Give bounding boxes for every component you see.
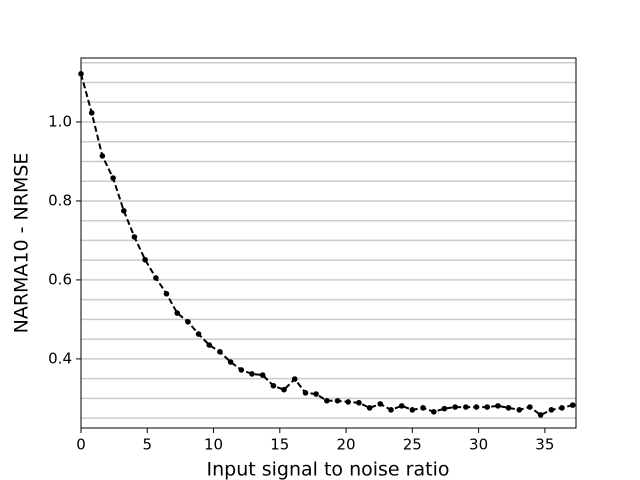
data-point — [195, 331, 202, 337]
data-point — [217, 348, 223, 355]
data-point — [324, 397, 330, 404]
data-point — [131, 234, 138, 240]
data-point — [206, 342, 213, 348]
plot-frame — [80, 57, 577, 429]
x-tick-label: 30 — [469, 436, 488, 454]
data-point — [559, 405, 565, 411]
data-line — [80, 73, 573, 417]
data-point — [441, 405, 448, 412]
data-point — [259, 372, 266, 378]
data-point — [281, 386, 287, 393]
data-point — [377, 401, 384, 407]
data-point — [356, 399, 362, 406]
data-point — [527, 404, 533, 410]
data-point — [548, 407, 555, 413]
y-tick-label: 0.4 — [48, 349, 72, 367]
x-tick-label: 35 — [535, 436, 554, 454]
data-point — [142, 256, 148, 263]
data-point — [484, 404, 491, 410]
x-tick-label: 5 — [142, 436, 152, 454]
data-point — [473, 404, 480, 410]
x-tick-label: 0 — [76, 436, 86, 454]
data-point — [569, 402, 576, 408]
data-point — [537, 412, 544, 418]
data-point — [153, 275, 159, 281]
data-point — [463, 404, 469, 410]
data-point — [409, 407, 416, 413]
data-point — [302, 390, 309, 396]
data-point — [291, 376, 298, 382]
data-point — [270, 382, 277, 389]
data-point — [516, 407, 523, 413]
x-tick-label: 25 — [403, 436, 422, 454]
data-point — [249, 371, 255, 377]
data-point — [313, 391, 319, 397]
y-axis-label: NARMA10 - NRMSE — [11, 153, 33, 334]
data-point — [163, 290, 170, 297]
data-point — [185, 318, 191, 325]
x-axis-label: Input signal to noise ratio — [207, 459, 450, 480]
data-point — [495, 403, 501, 409]
x-tick-label: 20 — [337, 436, 356, 454]
data-point — [398, 403, 405, 409]
y-tick-label: 0.6 — [48, 270, 72, 288]
y-tick-label: 1.0 — [48, 112, 72, 130]
data-point — [430, 409, 437, 415]
data-point — [238, 367, 245, 373]
data-point — [388, 407, 394, 413]
data-point — [110, 175, 116, 181]
data-point — [174, 310, 181, 316]
x-tick-label: 15 — [270, 436, 289, 454]
data-point — [88, 110, 95, 116]
x-tick-label: 10 — [204, 436, 223, 454]
data-point — [452, 404, 458, 410]
data-point — [99, 153, 106, 159]
data-point — [334, 397, 341, 404]
data-point — [227, 359, 234, 365]
y-tick-label: 0.8 — [48, 191, 72, 209]
data-point — [366, 405, 373, 411]
data-point — [121, 208, 127, 214]
data-point — [420, 405, 426, 411]
data-point — [505, 405, 512, 411]
data-point — [345, 399, 351, 405]
